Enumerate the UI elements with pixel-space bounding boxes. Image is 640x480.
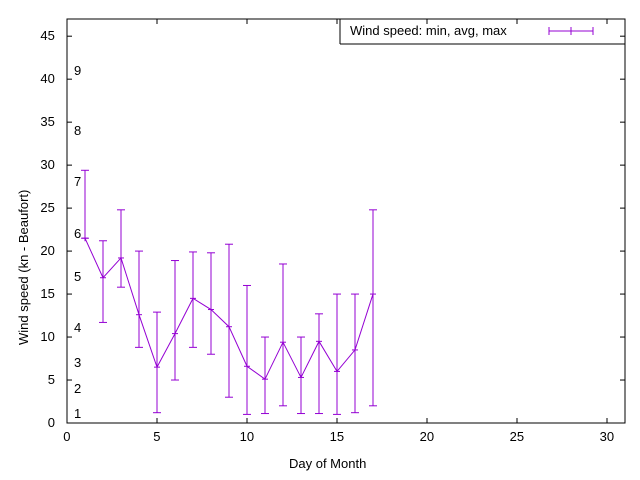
beaufort-label: 3: [74, 354, 82, 370]
beaufort-label: 4: [74, 320, 82, 336]
beaufort-label: 5: [74, 268, 82, 284]
x-tick-label: 0: [63, 429, 71, 444]
y-tick-label: 45: [40, 28, 55, 44]
x-tick-label: 30: [599, 429, 615, 444]
x-tick-label: 20: [419, 429, 435, 444]
y-tick-label: 20: [40, 243, 55, 259]
beaufort-label: 9: [74, 62, 82, 78]
x-axis-title: Day of Month: [289, 456, 367, 471]
y-tick-label: 40: [40, 71, 55, 87]
average-line: [84, 237, 374, 380]
beaufort-label: 1: [74, 406, 82, 422]
y-tick-label: 25: [40, 200, 55, 216]
y-tick-label: 10: [40, 329, 55, 345]
y-tick-label: 5: [47, 372, 55, 388]
beaufort-label: 2: [74, 380, 82, 396]
y-axis-title: Wind speed (kn - Beaufort): [16, 189, 31, 345]
x-tick-label: 10: [239, 429, 255, 444]
y-tick-label: 15: [40, 286, 55, 302]
beaufort-label: 8: [74, 122, 82, 138]
legend-label-wind-speed: Wind speed: min, avg, max: [350, 23, 507, 38]
beaufort-label: 7: [74, 174, 82, 190]
x-tick-label: 5: [153, 429, 161, 444]
y-tick-label: 0: [47, 415, 55, 430]
x-tick-label: 25: [509, 429, 525, 444]
x-tick-label: 15: [329, 429, 345, 444]
y-tick-label: 35: [40, 114, 55, 130]
plot-border: [66, 18, 626, 424]
beaufort-label: 6: [74, 225, 82, 241]
y-tick-label: 30: [40, 157, 55, 173]
chart-legend: Wind speed: min, avg, max: [340, 19, 625, 44]
data-series-wind-speed: [81, 169, 377, 415]
